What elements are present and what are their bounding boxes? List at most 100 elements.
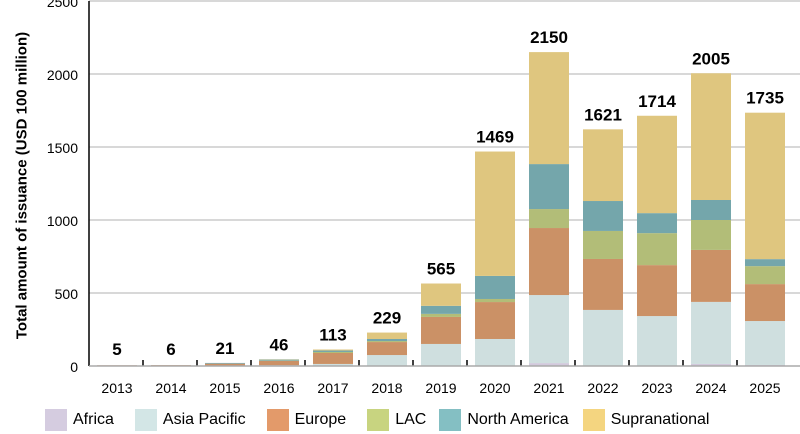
bar-segment-lac [583,230,623,259]
x-tick-label: 2015 [209,380,240,396]
bar-total-label: 21 [216,339,235,358]
y-tick-label: 1500 [47,140,78,156]
bar-segment-lac [637,233,677,266]
bar-segment-supranational [421,283,461,306]
bars [97,52,785,366]
bar-segment-europe [583,258,623,310]
bar-segment-asia-pacific [475,338,515,366]
bar-segment-lac [529,209,569,229]
legend-label: North America [467,411,569,428]
bar-segment-europe [259,360,299,366]
bar-segment-asia-pacific [637,316,677,366]
bar-segment-europe [745,284,785,322]
bar-segment-supranational [475,151,515,276]
bar-segment-lac [313,351,353,354]
legend-swatch [439,409,462,431]
bar-segment-lac [745,266,785,285]
x-tick-label: 2020 [479,380,510,396]
bar-total-label: 1714 [638,92,676,111]
y-axis-label: Total amount of issuance (USD 100 millio… [13,31,31,340]
bar-segment-north-america [529,164,569,210]
bar-segment-asia-pacific [529,295,569,364]
bar-total-label: 565 [427,260,455,279]
bar-segment-north-america [259,359,299,361]
bar-total-label: 2150 [530,28,568,47]
x-tick-label: 2021 [533,380,564,396]
bar-segment-lac [691,220,731,250]
bar-segment-asia-pacific [313,363,353,366]
bar-segment-north-america [367,338,407,342]
legend-swatch [266,409,289,431]
bar-segment-asia-pacific [745,321,785,365]
bar-segment-supranational [367,332,407,339]
x-tick-label: 2023 [641,380,672,396]
legend-item-north-america: North America [439,409,569,431]
x-tick-label: 2025 [749,380,780,396]
legend: Africa Asia Pacific Europe LAC North America… [45,409,709,431]
legend-item-africa: Africa [45,409,114,431]
bar-total-label: 46 [270,335,289,354]
bar-total-label: 1621 [584,105,622,124]
legend-swatch [45,409,67,431]
x-tick-label: 2022 [587,380,618,396]
bar-segment-europe [421,316,461,344]
bar-segment-north-america [313,350,353,352]
bar-segment-lac [421,313,461,317]
bar-segment-supranational [583,129,623,202]
bar-segment-supranational [529,52,569,165]
bar-segment-supranational [691,73,731,200]
bar-segment-lac [475,298,515,303]
bar-segment-north-america [583,201,623,231]
bar-segment-north-america [475,275,515,299]
legend-label: Africa [73,411,114,428]
bar-segment-europe [475,302,515,339]
legend-item-asia-pacific: Asia Pacific [134,409,246,431]
bar-total-label: 1469 [476,128,514,147]
legend-item-europe: Europe [266,409,347,431]
bar-segment-north-america [691,199,731,220]
bar-segment-africa [529,363,569,366]
bar-total-label: 2005 [692,49,730,68]
y-tick-label: 2000 [47,67,78,83]
bar-segment-asia-pacific [691,301,731,364]
bar-segment-asia-pacific [421,343,461,366]
axes: 0 500 1000 1500 2000 2500 2013 2014 2015 2016 2017… [47,0,800,396]
x-tick-label: 2014 [155,380,186,396]
legend-item-supranational: Supranational [582,409,710,431]
bar-total-label: 6 [166,340,175,359]
bar-segment-north-america [421,305,461,314]
bar-segment-europe [691,249,731,302]
legend-swatch [134,409,157,431]
bar-segment-europe [529,228,569,296]
x-tick-label: 2024 [695,380,726,396]
bar-segment-supranational [313,349,353,351]
bar-segment-north-america [637,213,677,234]
y-tick-label: 2500 [47,0,78,10]
bar-total-label: 5 [112,340,121,359]
bar-total-label: 229 [373,309,401,328]
y-tick-label: 500 [55,286,79,302]
x-tick-label: 2019 [425,380,456,396]
bar-segment-supranational [637,115,677,214]
bar-segment-supranational [745,112,785,260]
legend-label: Europe [294,411,347,428]
x-tick-label: 2013 [101,380,132,396]
y-tick-label: 0 [70,359,78,375]
bar-total-label: 1735 [746,89,784,108]
bar-total-label: 113 [319,326,346,345]
bar-segment-asia-pacific [583,309,623,366]
bar-segment-europe [367,342,407,356]
x-tick-label: 2018 [371,380,402,396]
bar-segment-europe [637,265,677,317]
legend-label: Supranational [610,411,710,428]
legend-swatch [582,409,605,431]
bar-segment-lac [367,341,407,343]
x-tick-label: 2017 [317,380,348,396]
bar-segment-north-america [745,259,785,267]
bar-segment-africa [691,363,731,366]
legend-swatch [367,409,390,431]
bar-segment-europe [313,353,353,364]
gridlines [89,0,800,294]
x-tick-label: 2016 [263,380,294,396]
